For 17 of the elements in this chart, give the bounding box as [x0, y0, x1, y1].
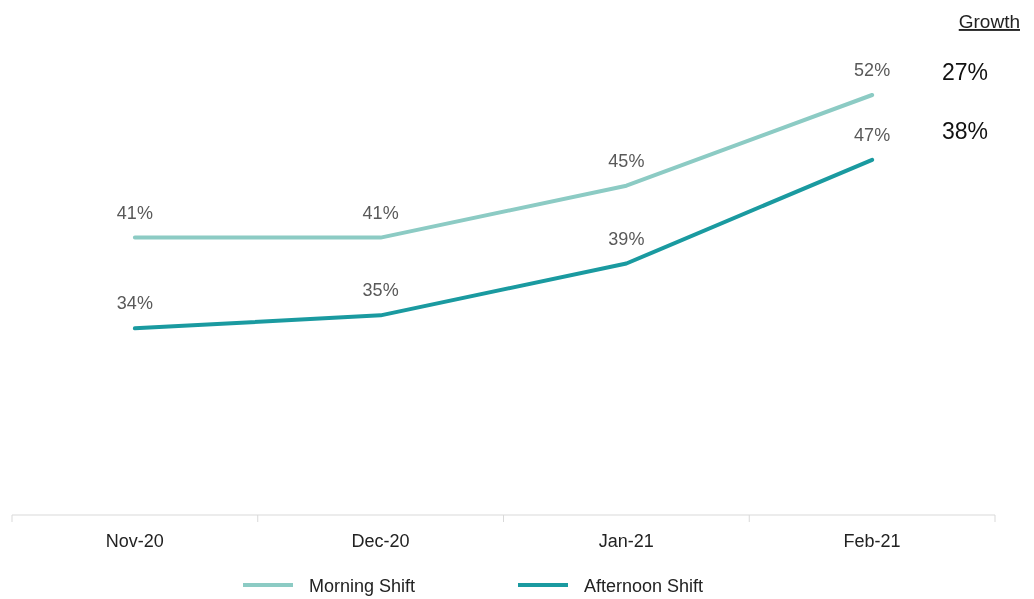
legend-label: Morning Shift — [309, 576, 416, 596]
x-tick-label: Feb-21 — [843, 531, 901, 551]
data-label: 52% — [854, 60, 891, 80]
data-label: 47% — [854, 124, 891, 145]
data-label: 35% — [362, 280, 399, 301]
x-tick-label: Nov-20 — [105, 531, 164, 551]
text: Growth — [958, 11, 1020, 32]
text: 27% — [942, 59, 989, 85]
x-tick-label: Dec-20 — [351, 531, 410, 551]
data-label: 45% — [608, 150, 645, 171]
x-tick-label: Jan-21 — [598, 531, 654, 551]
data-label: 41% — [116, 202, 153, 223]
legend-label: Afternoon Shift — [584, 576, 704, 596]
data-label: 41% — [362, 202, 399, 223]
annotation: 38% — [942, 118, 989, 144]
data-label: 39% — [608, 228, 645, 249]
data-label: 34% — [116, 293, 153, 314]
